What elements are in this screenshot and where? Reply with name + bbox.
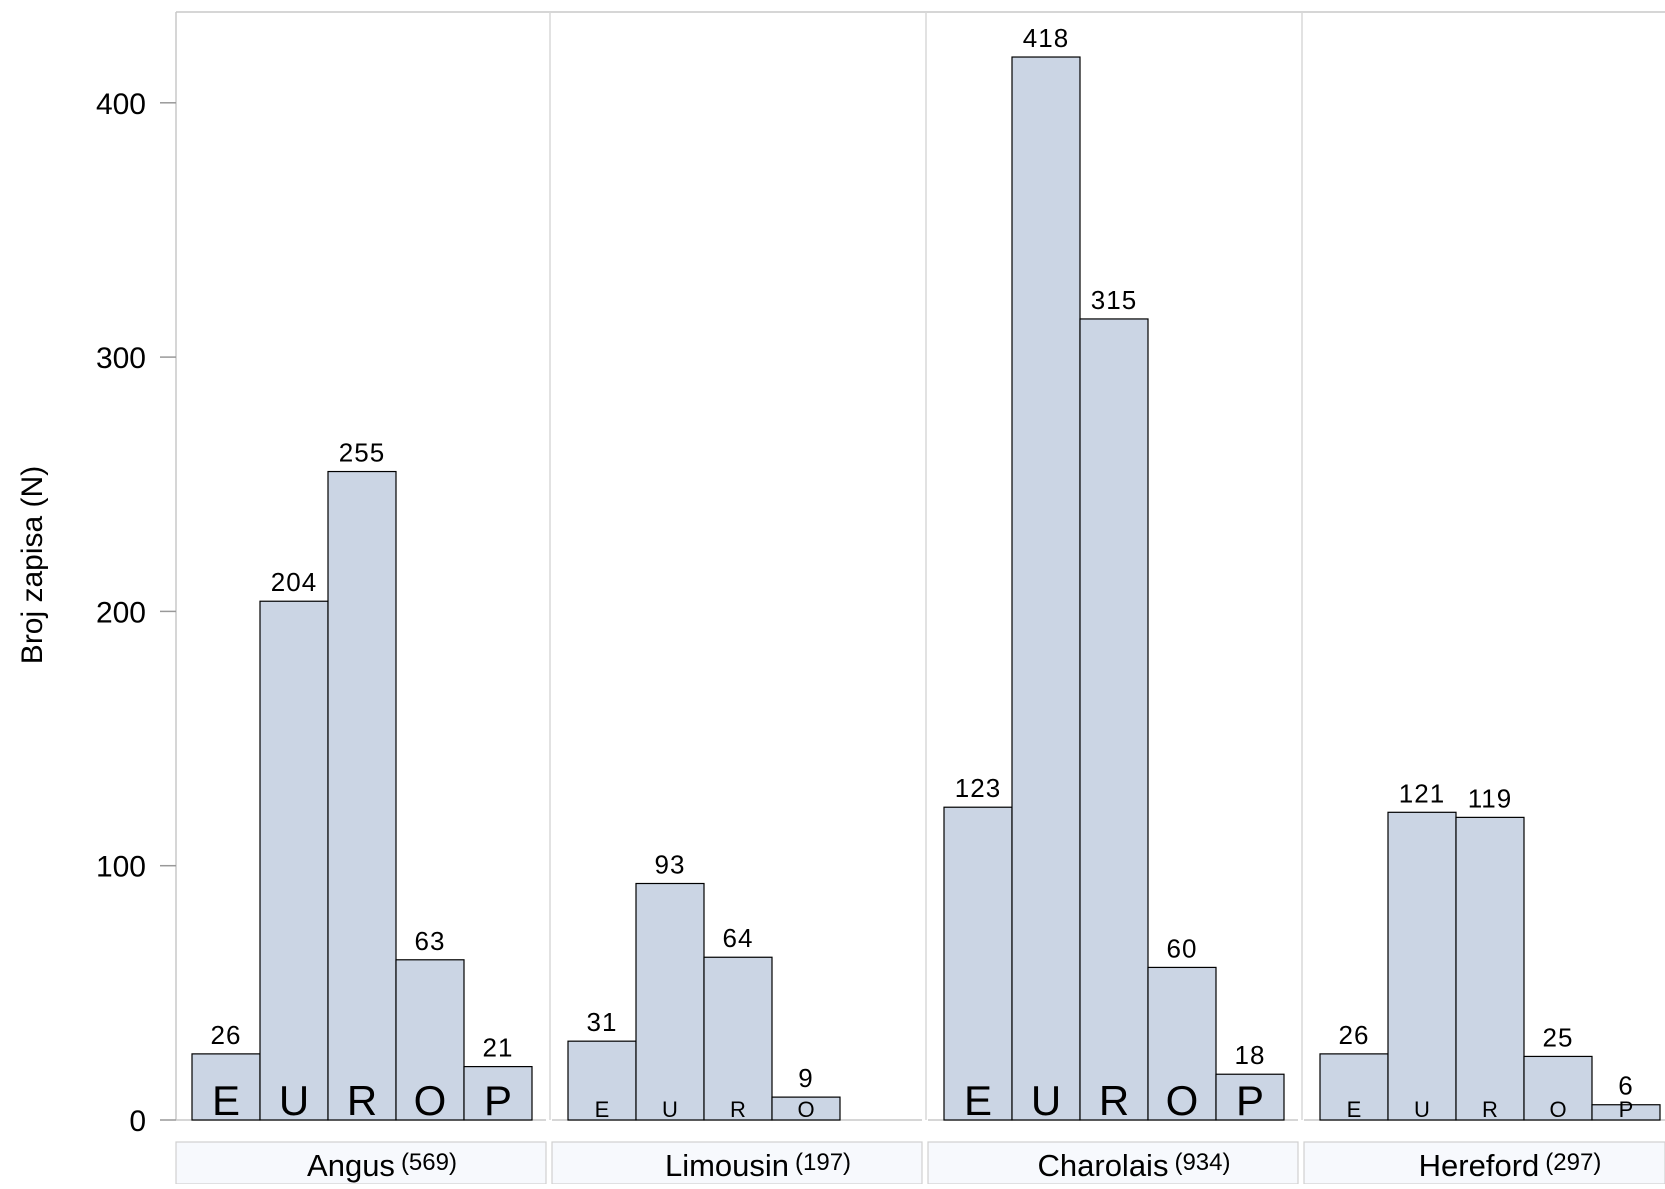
bar bbox=[1455, 816, 1525, 1121]
panel-strip bbox=[551, 1141, 923, 1185]
bar bbox=[1523, 1055, 1593, 1121]
bar-category-label: U bbox=[1031, 1077, 1061, 1124]
panel-total: (297) bbox=[1545, 1149, 1601, 1176]
panel-hereford: 26 E 121 U 119 R 25 O 6P Hereford (297) bbox=[1303, 778, 1665, 1185]
y-tick-label: 200 bbox=[96, 596, 146, 629]
panel-strip-label: Angus (569) bbox=[307, 1148, 457, 1183]
bar-value-label: 6 bbox=[1618, 1071, 1633, 1101]
bar-category-label: O bbox=[797, 1097, 814, 1122]
bar bbox=[1011, 56, 1081, 1121]
y-tick-label: 300 bbox=[96, 342, 146, 375]
bar-category-label: O bbox=[414, 1077, 447, 1124]
bar-category-label: P bbox=[484, 1077, 512, 1124]
panel-name: Angus bbox=[307, 1148, 395, 1183]
y-axis: Broj zapisa (N) 0 100 200 300 400 bbox=[16, 88, 176, 1138]
bar-value-label: 204 bbox=[271, 567, 317, 597]
panel-name: Charolais bbox=[1038, 1148, 1169, 1183]
bar-category-label: R bbox=[1482, 1097, 1498, 1122]
panel-total: (934) bbox=[1174, 1149, 1230, 1176]
y-axis-title: Broj zapisa (N) bbox=[16, 466, 49, 664]
bar-value-label: 26 bbox=[211, 1020, 242, 1050]
bar bbox=[1319, 1053, 1389, 1121]
bar-category-label: O bbox=[1166, 1077, 1199, 1124]
bar-category-label: U bbox=[279, 1077, 309, 1124]
bar-category-label: E bbox=[964, 1077, 992, 1124]
panel-strip bbox=[927, 1141, 1299, 1185]
bar bbox=[943, 806, 1013, 1121]
y-tick-label: 400 bbox=[96, 88, 146, 121]
y-tick-label: 0 bbox=[129, 1105, 146, 1138]
panel-strip-label: Limousin (197) bbox=[665, 1148, 851, 1183]
bar-value-label: 315 bbox=[1091, 285, 1137, 315]
panel-strip bbox=[175, 1141, 547, 1185]
bar-value-label: 25 bbox=[1543, 1022, 1574, 1052]
bar-value-label: 63 bbox=[415, 926, 446, 956]
bar-value-label: 119 bbox=[1468, 783, 1512, 813]
bar-category-label: U bbox=[1414, 1097, 1430, 1122]
bar-category-label: R bbox=[347, 1077, 377, 1124]
bar bbox=[327, 470, 397, 1121]
panel-strip bbox=[1303, 1141, 1665, 1185]
bar bbox=[703, 956, 773, 1121]
bar-value-label: 60 bbox=[1167, 933, 1198, 963]
bar-category-label: P bbox=[1236, 1077, 1264, 1124]
bar bbox=[259, 600, 329, 1121]
panel-name: Hereford bbox=[1419, 1148, 1540, 1183]
bar-value-label: 26 bbox=[1339, 1020, 1370, 1050]
bar bbox=[1079, 318, 1149, 1121]
bar-value-label: 9 bbox=[798, 1063, 813, 1093]
bar-category-label: E bbox=[1347, 1097, 1362, 1122]
panel-angus: 26 E 204 U 255 R 63 O 21 P Angus (569) bbox=[175, 438, 547, 1185]
bar bbox=[1387, 811, 1457, 1121]
bar bbox=[771, 1096, 841, 1121]
bar-value-label: 31 bbox=[587, 1007, 618, 1037]
bar-value-label: 123 bbox=[955, 773, 1001, 803]
panel-total: (569) bbox=[401, 1149, 457, 1176]
panel-strip-label: Hereford (297) bbox=[1419, 1148, 1602, 1183]
bar-value-label: 18 bbox=[1235, 1040, 1266, 1070]
bar-category-label: R bbox=[730, 1097, 746, 1122]
panel-total: (197) bbox=[795, 1149, 851, 1176]
bar-category-label: E bbox=[595, 1097, 610, 1122]
bar-category-label: R bbox=[1099, 1077, 1129, 1124]
bar-value-label: 121 bbox=[1399, 778, 1445, 808]
panel-name: Limousin bbox=[665, 1148, 789, 1183]
bar-value-label: 93 bbox=[655, 850, 686, 880]
bar-category-label: O bbox=[1549, 1097, 1566, 1122]
bar-value-label: 21 bbox=[483, 1033, 514, 1063]
bar bbox=[635, 882, 705, 1121]
bar-category-label: P bbox=[1619, 1097, 1634, 1122]
bar bbox=[1147, 966, 1217, 1121]
panel-strip-label: Charolais (934) bbox=[1038, 1148, 1231, 1183]
bar bbox=[463, 1065, 533, 1121]
bar-value-label: 418 bbox=[1023, 23, 1069, 53]
bar-category-label: E bbox=[212, 1077, 240, 1124]
y-tick-label: 100 bbox=[96, 851, 146, 884]
bar-value-label: 64 bbox=[723, 923, 754, 953]
bar-category-label: U bbox=[662, 1097, 678, 1122]
bar-value-label: 255 bbox=[339, 438, 385, 468]
bar bbox=[395, 959, 465, 1121]
bar bbox=[1215, 1073, 1285, 1121]
bar bbox=[1591, 1104, 1661, 1121]
panel-limousin: 31 E 93 U 64 R 9 O Limousin (197) bbox=[551, 850, 923, 1185]
panels: 26 E 204 U 255 R 63 O 21 P Angus (569) 31 E 93 U 64 R 9 O Li… bbox=[175, 23, 1665, 1185]
